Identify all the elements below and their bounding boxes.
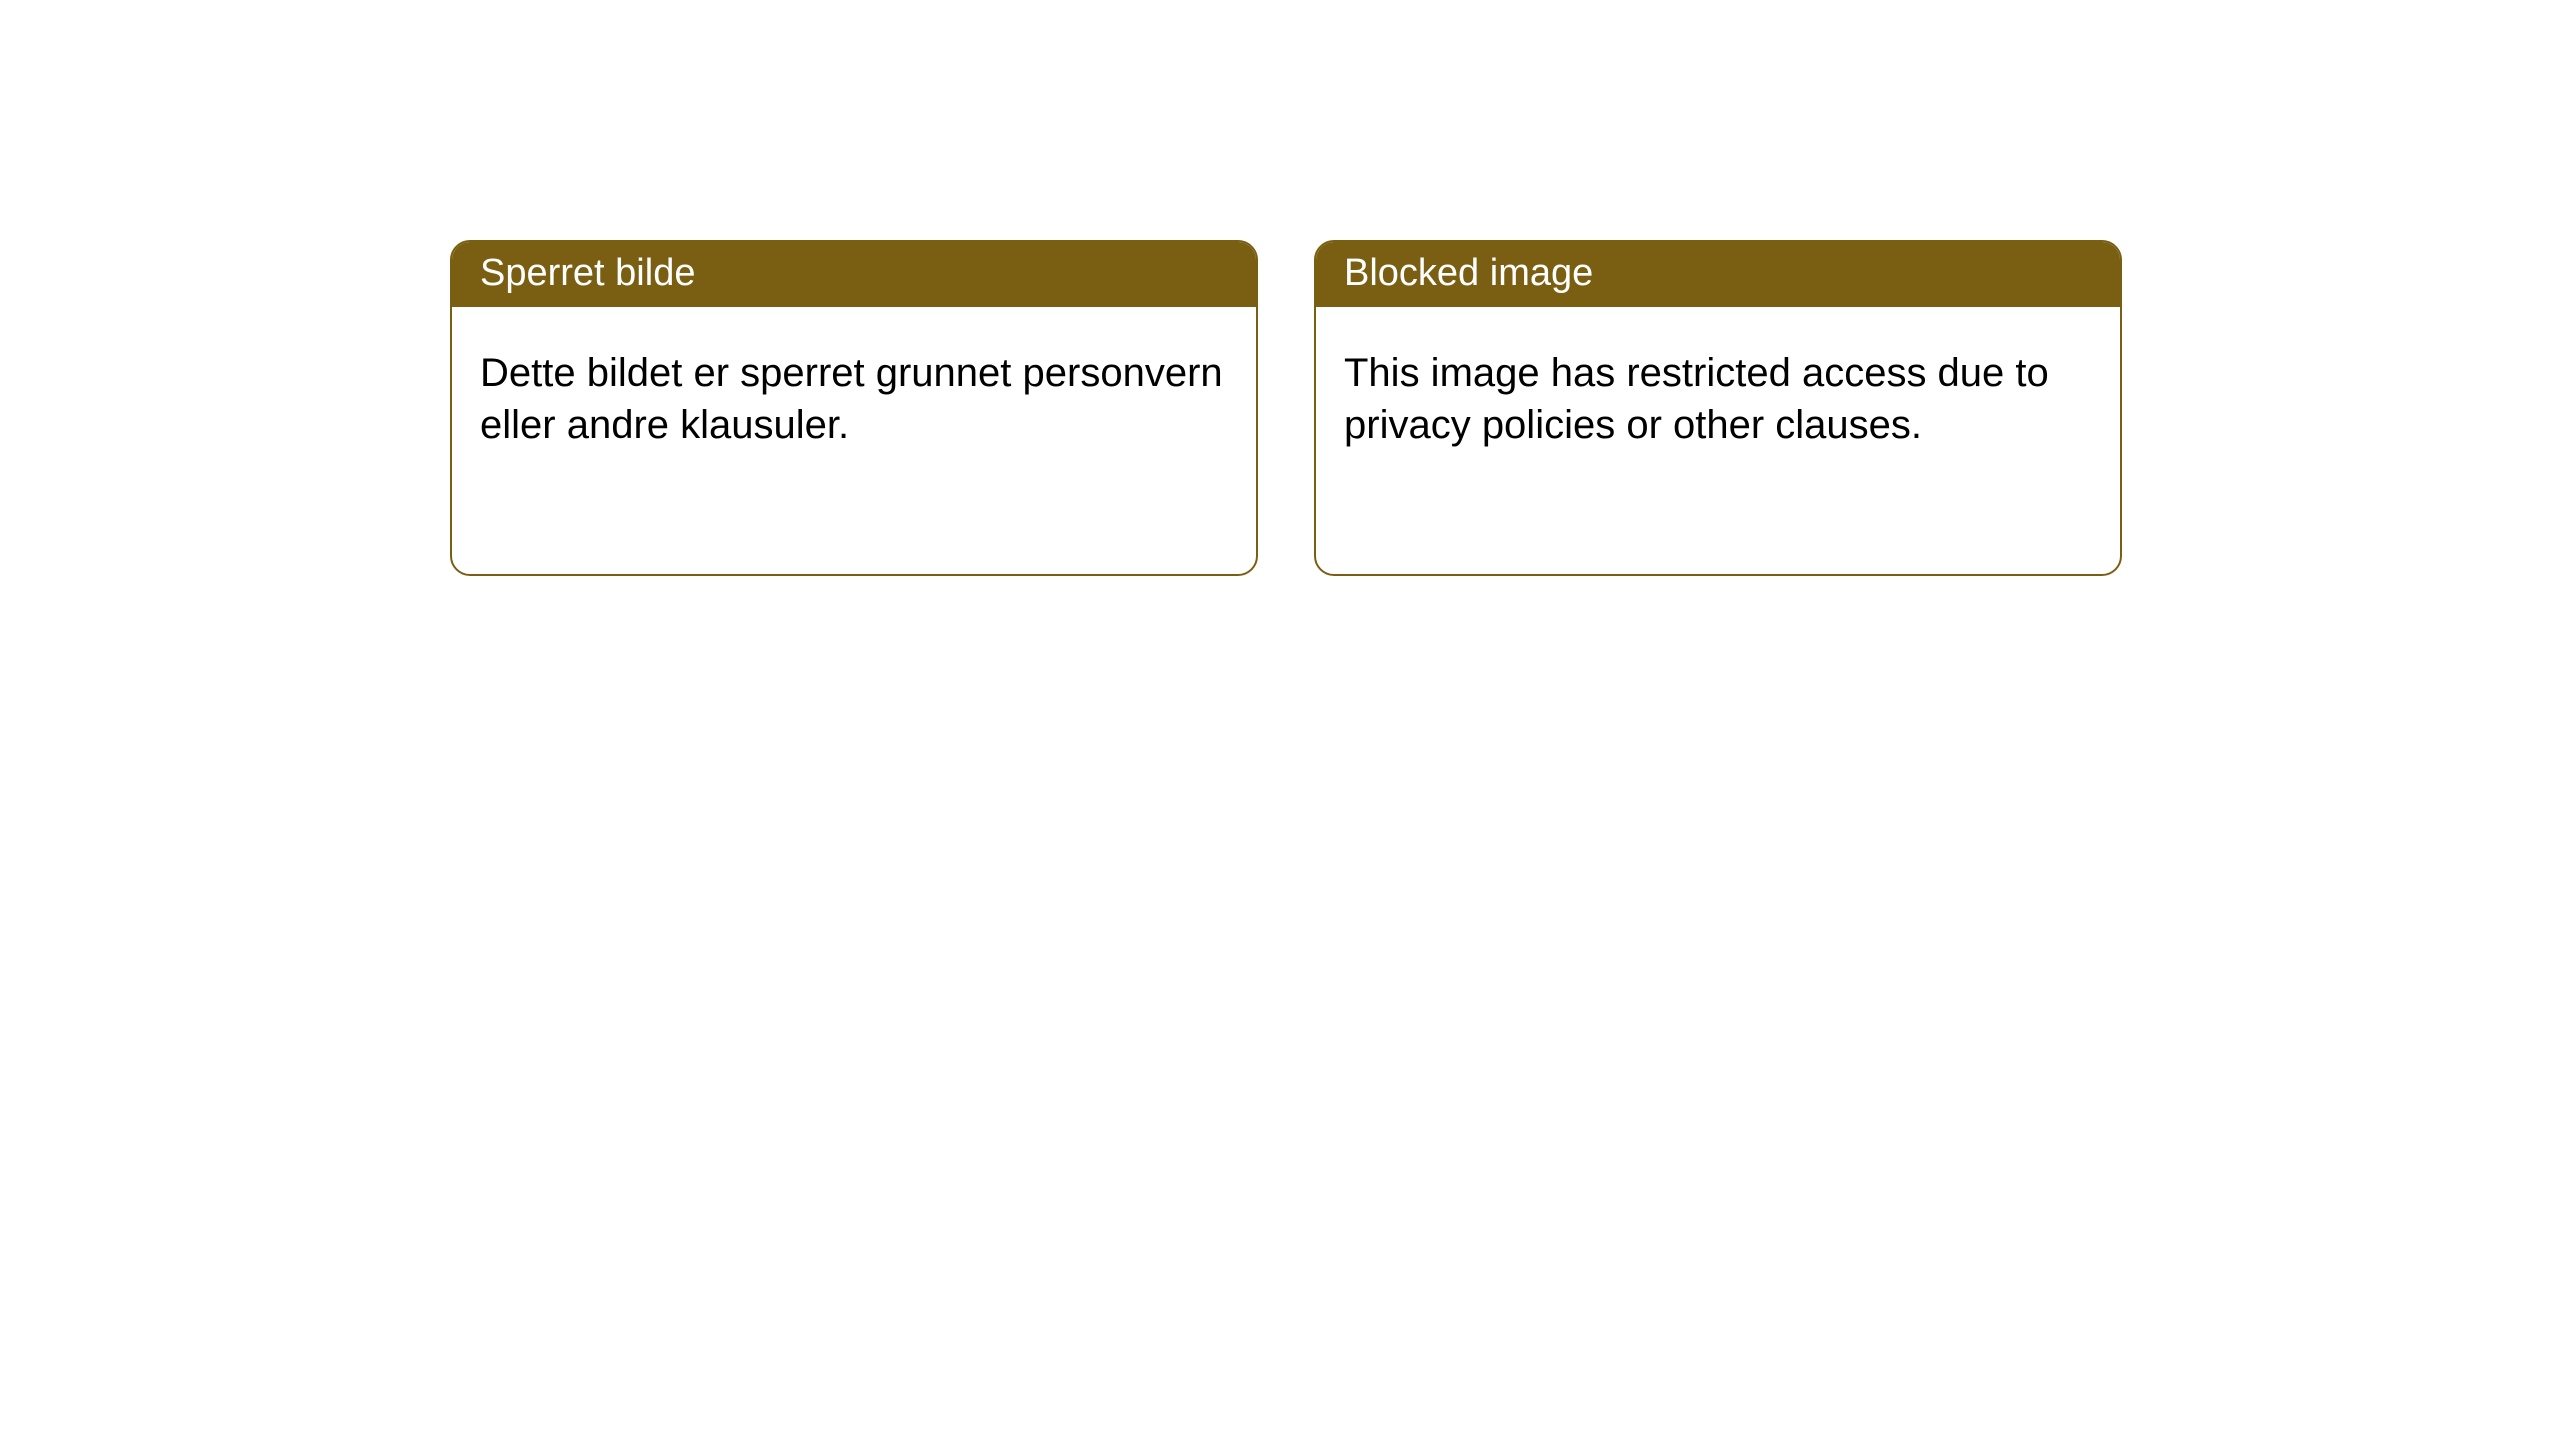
notice-card-norwegian: Sperret bilde Dette bildet er sperret gr…: [450, 240, 1258, 576]
notice-body-norwegian: Dette bildet er sperret grunnet personve…: [452, 307, 1256, 491]
notice-card-english: Blocked image This image has restricted …: [1314, 240, 2122, 576]
notice-container: Sperret bilde Dette bildet er sperret gr…: [450, 240, 2122, 576]
notice-header-norwegian: Sperret bilde: [452, 242, 1256, 307]
notice-header-english: Blocked image: [1316, 242, 2120, 307]
notice-body-english: This image has restricted access due to …: [1316, 307, 2120, 491]
